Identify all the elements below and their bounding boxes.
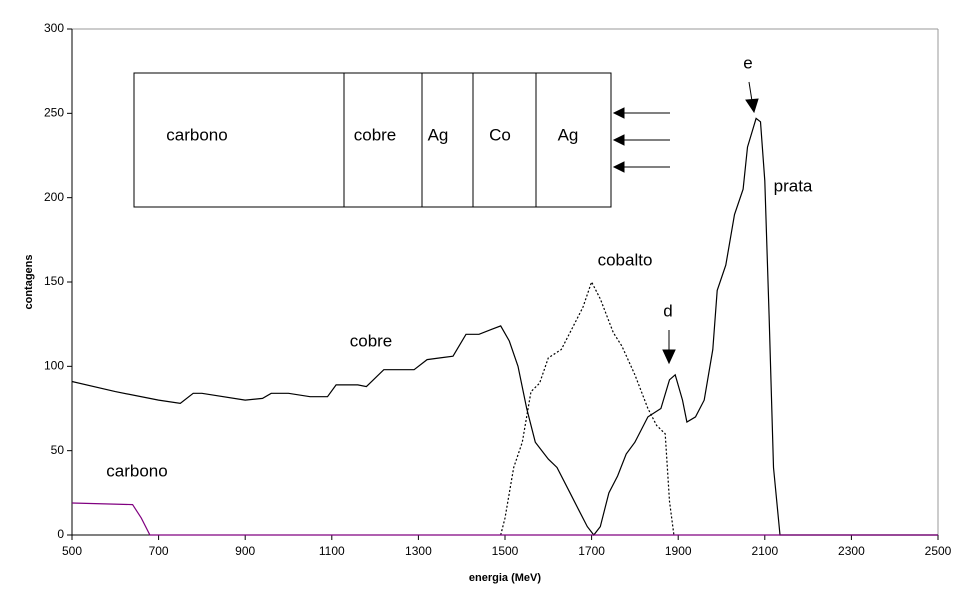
inset-label: carbono (166, 125, 227, 144)
annotation: carbono (106, 461, 167, 480)
inset-label: cobre (354, 125, 397, 144)
x-tick-label: 1100 (319, 544, 345, 558)
x-tick-label: 1900 (665, 544, 692, 558)
annotation: prata (774, 176, 813, 195)
y-tick-label: 200 (44, 190, 64, 204)
y-tick-label: 250 (44, 106, 64, 120)
beam-arrows (612, 107, 670, 173)
x-tick-label: 1700 (578, 544, 605, 558)
x-tick-label: 1300 (405, 544, 432, 558)
annotation-arrows (662, 81, 759, 365)
inset-box (133, 72, 612, 208)
x-tick-label: 2500 (925, 544, 952, 558)
y-tick-label: 100 (44, 359, 64, 373)
x-axis-title: energia (MeV) (469, 572, 541, 584)
x-tick-label: 700 (149, 544, 169, 558)
inset-diagram (133, 72, 670, 208)
annotation: e (743, 53, 752, 72)
x-tick-label: 500 (62, 544, 82, 558)
annotation: d (663, 301, 672, 320)
y-tick-label: 0 (57, 527, 64, 541)
x-tick-label: 2300 (838, 544, 865, 558)
annotation: cobalto (598, 250, 653, 269)
annotation: cobre (350, 331, 393, 350)
y-axis-title: contagens (23, 254, 35, 309)
y-tick-label: 50 (51, 443, 65, 457)
series-line (500, 280, 675, 536)
inset-label: Ag (558, 125, 579, 144)
inset-label: Ag (428, 125, 449, 144)
series-line (71, 117, 938, 536)
inset-label: Co (489, 125, 511, 144)
y-tick-label: 300 (44, 21, 64, 35)
x-tick-label: 900 (235, 544, 255, 558)
x-tick-label: 1500 (492, 544, 519, 558)
y-tick-label: 150 (44, 274, 64, 288)
series-line (71, 502, 938, 536)
x-tick-label: 2100 (751, 544, 778, 558)
